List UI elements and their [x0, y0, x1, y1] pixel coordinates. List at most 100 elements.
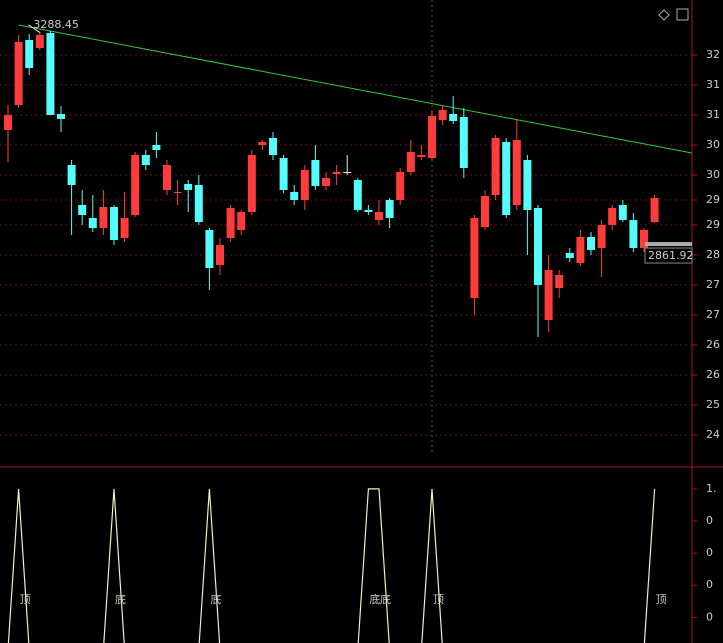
candle-body: [322, 178, 330, 186]
y-tick-label: 27: [706, 308, 720, 321]
candle: [67, 160, 76, 235]
candle: [279, 155, 288, 193]
candle: [534, 205, 542, 337]
y-tick-label: 24: [706, 428, 720, 441]
candle: [311, 145, 320, 190]
candle: [406, 140, 415, 175]
trend-line: [18, 24, 693, 154]
y-tick-label: 25: [706, 398, 720, 411]
candle-body: [99, 207, 108, 228]
candle-body: [4, 115, 12, 130]
candle-body: [67, 165, 76, 185]
candle-body: [120, 218, 129, 238]
candle-body: [470, 218, 479, 298]
candle-body: [576, 237, 585, 263]
candle-body: [57, 114, 65, 119]
candle: [481, 190, 489, 230]
candle: [565, 248, 574, 262]
candle-body: [353, 180, 362, 210]
candle: [247, 150, 256, 215]
candle: [78, 190, 87, 225]
y-tick-label: 26: [706, 368, 720, 381]
candle-body: [258, 142, 267, 145]
candle: [512, 120, 521, 210]
candle-body: [597, 225, 606, 248]
y-tick-label: 29: [706, 193, 720, 206]
candle: [523, 155, 532, 255]
max-pointer: [28, 24, 41, 34]
candle: [502, 138, 511, 218]
candle-body: [417, 155, 426, 157]
candle: [258, 140, 267, 150]
window-icons[interactable]: [658, 8, 689, 21]
last-price-label: 2861.92: [648, 249, 694, 262]
candle: [449, 96, 458, 124]
candle: [555, 270, 564, 298]
candle: [375, 200, 383, 225]
candle-body: [78, 205, 87, 215]
candle-body: [565, 253, 574, 258]
candle: [428, 110, 436, 160]
candle-body: [141, 155, 150, 165]
candle: [237, 210, 246, 235]
candle-body: [587, 237, 595, 250]
signal-label: 顶: [433, 593, 444, 606]
diamond-icon[interactable]: [658, 9, 670, 21]
candle: [459, 108, 468, 178]
candle-body: [459, 117, 468, 168]
candle: [88, 195, 97, 232]
candle-body: [502, 142, 511, 215]
candle-body: [534, 208, 542, 285]
signal-label: 底: [115, 592, 126, 606]
y-tick-label: 1.: [706, 482, 717, 495]
candle-body: [608, 208, 617, 225]
indicator-line: [7, 488, 656, 643]
candle: [576, 230, 585, 266]
candle-body: [555, 275, 564, 288]
candle-body: [46, 33, 55, 115]
candle-body: [163, 165, 171, 190]
signal-label: 底: [369, 592, 380, 606]
candle: [587, 232, 595, 255]
candle: [544, 255, 553, 332]
signal-label: 底: [210, 592, 221, 606]
candle: [99, 190, 108, 235]
candle: [141, 150, 150, 170]
candle-body: [131, 155, 140, 215]
signal-label: 顶: [656, 593, 667, 606]
candle-body: [88, 218, 97, 228]
candle: [173, 180, 182, 205]
candle-body: [491, 138, 500, 195]
max-price-label: 3288.45: [33, 18, 79, 31]
y-tick-label: 30: [706, 138, 720, 151]
candle-body: [300, 170, 309, 200]
candle: [640, 228, 648, 252]
candle-body: [237, 212, 246, 230]
candle: [152, 132, 161, 158]
candle: [438, 105, 447, 125]
candle: [470, 215, 479, 315]
candle-body: [173, 192, 182, 193]
y-tick-label: 0: [706, 578, 713, 591]
candle: [120, 192, 129, 242]
candle-body: [194, 185, 203, 222]
candle-body: [364, 210, 373, 212]
signal-label: 顶: [20, 593, 31, 606]
candle: [597, 220, 606, 277]
candle: [300, 165, 309, 210]
candle-body: [406, 152, 415, 172]
candle-body: [449, 114, 458, 121]
candle-body: [110, 207, 118, 240]
candle-body: [14, 42, 23, 105]
candle: [216, 238, 224, 275]
close-icon[interactable]: [676, 8, 689, 21]
y-tick-label: 32: [706, 48, 720, 61]
candle: [4, 105, 12, 162]
candle: [608, 205, 617, 230]
candle: [290, 185, 299, 205]
candle: [184, 180, 193, 212]
candle-body: [375, 212, 383, 220]
candle: [343, 155, 352, 175]
candle: [396, 168, 405, 205]
candle: [353, 178, 362, 212]
